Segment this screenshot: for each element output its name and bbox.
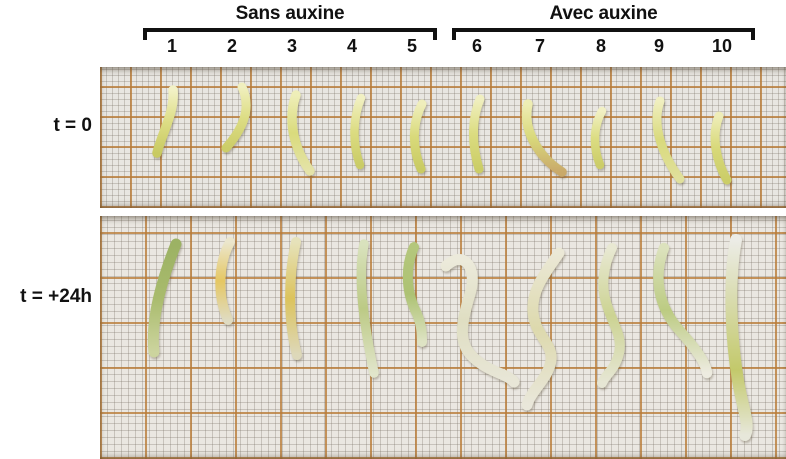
specimen-8-t24 xyxy=(597,243,625,388)
bracket-sans-auxine xyxy=(143,28,437,40)
specimen-1-t0 xyxy=(152,85,178,158)
specimen-6-t0 xyxy=(469,94,485,174)
bracket-avec-auxine xyxy=(452,28,755,40)
specimen-10-t24 xyxy=(725,234,753,441)
row-label-t0: t = 0 xyxy=(53,115,92,136)
specimen-5-t24 xyxy=(402,242,427,347)
specimen-9-t24 xyxy=(653,242,713,379)
photo-panel-t0 xyxy=(100,67,786,208)
specimen-number-8: 8 xyxy=(595,36,606,56)
specimen-3-t0 xyxy=(287,90,315,176)
specimen-10-t0 xyxy=(710,111,732,185)
specimen-number-1: 1 xyxy=(166,36,177,56)
specimen-7-t24 xyxy=(521,247,565,411)
group-title-avec-auxine: Avec auxine xyxy=(549,3,658,24)
specimen-number-3: 3 xyxy=(286,36,297,56)
specimen-3-t24 xyxy=(285,237,302,360)
specimen-9-t0 xyxy=(652,96,685,184)
row-label-t24: t = +24h xyxy=(20,286,92,307)
specimen-number-6: 6 xyxy=(471,36,482,56)
specimen-number-9: 9 xyxy=(653,36,664,56)
specimen-4-t24 xyxy=(356,239,379,378)
group-title-sans-auxine: Sans auxine xyxy=(235,3,345,24)
specimen-number-7: 7 xyxy=(534,36,545,56)
specimen-2-t0 xyxy=(221,82,251,153)
specimen-6-t24 xyxy=(440,254,520,388)
photo-panel-t24 xyxy=(100,216,786,459)
specimen-number-4: 4 xyxy=(346,36,357,56)
specimen-8-t0 xyxy=(590,106,607,170)
specimen-number-5: 5 xyxy=(406,36,417,56)
specimen-5-t0 xyxy=(409,99,427,174)
specimen-1-t24 xyxy=(147,238,182,358)
specimen-4-t0 xyxy=(350,93,366,170)
photo-panel-svg-t0 xyxy=(152,82,732,185)
specimen-7-t0 xyxy=(522,99,567,177)
specimen-2-t24 xyxy=(215,237,235,325)
specimen-number-10: 10 xyxy=(711,36,733,56)
photo-panel-svg-t24 xyxy=(147,234,753,441)
specimen-number-2: 2 xyxy=(226,36,237,56)
